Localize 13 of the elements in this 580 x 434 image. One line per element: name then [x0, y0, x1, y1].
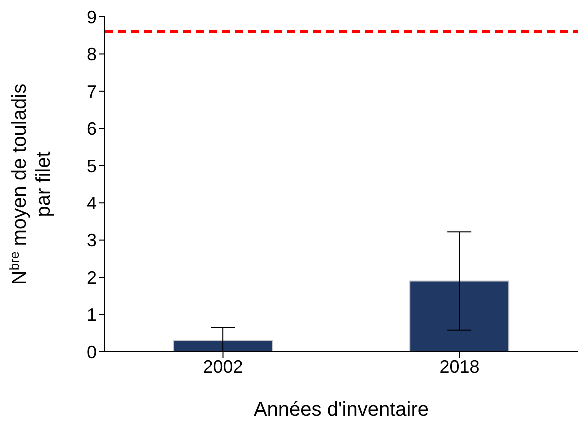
y-tick-label: 3	[86, 230, 97, 251]
y-tick-label: 9	[86, 7, 97, 28]
x-tick-label: 2002	[203, 356, 244, 377]
y-tick-label: 7	[86, 82, 97, 102]
y-tick-label: 5	[86, 156, 97, 176]
y-tick-label: 6	[86, 119, 97, 140]
y-tick-label: 8	[86, 44, 97, 65]
x-axis-title: Années d'inventaire	[254, 399, 430, 421]
y-tick-label: 1	[86, 305, 97, 326]
y-tick-label: 0	[86, 342, 97, 362]
x-tick-label: 2018	[440, 356, 480, 377]
y-tick-label: 2	[86, 268, 97, 288]
y-tick-label: 4	[86, 194, 97, 214]
